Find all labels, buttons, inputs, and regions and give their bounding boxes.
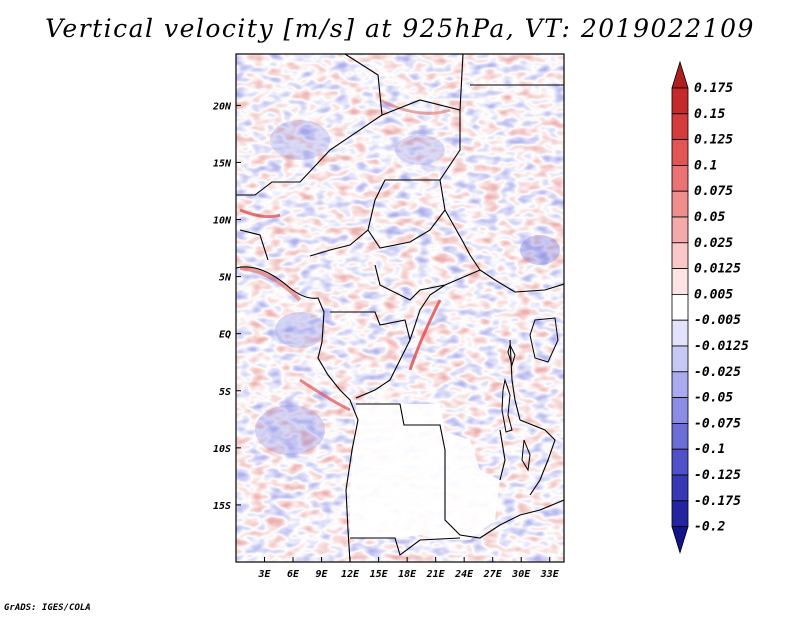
lat-tick-label: 5N xyxy=(219,273,232,284)
colorbar-swatch xyxy=(671,268,689,295)
lon-tick-label: 6E xyxy=(287,569,300,580)
colorbar-swatch xyxy=(671,293,689,321)
lon-tick-label: 21E xyxy=(426,569,446,580)
longitude-axis: 3E 6E 9E 12E 15E 18E 21E 24E 27E 30E 33E xyxy=(257,557,560,580)
colorbar-swatch xyxy=(671,474,689,502)
colorbar-swatch xyxy=(671,526,689,554)
colorbar-level-label: 0.005 xyxy=(694,287,733,302)
colorbar-swatch xyxy=(671,216,689,244)
colorbar-level-label: -0.2 xyxy=(694,520,725,535)
chart-title: Vertical velocity [m/s] at 925hPa, VT: 2… xyxy=(45,14,755,43)
colorbar-level-label: -0.125 xyxy=(694,468,741,483)
lon-tick-label: 30E xyxy=(511,569,531,580)
colorbar-swatch xyxy=(671,242,689,270)
lat-tick-label: 15S xyxy=(213,501,231,512)
colorbar-level-label: 0.1 xyxy=(694,158,717,173)
colorbar-swatch xyxy=(671,87,689,115)
colorbar-swatch xyxy=(671,113,689,141)
colorbar-level-label: -0.1 xyxy=(694,442,725,457)
lat-tick-label: EQ xyxy=(219,330,231,341)
lon-tick-label: 24E xyxy=(454,569,474,580)
colorbar-level-label: 0.05 xyxy=(694,210,725,225)
colorbar-level-label: -0.05 xyxy=(694,391,733,406)
plot-frame xyxy=(235,53,565,563)
colorbar-level-label: -0.005 xyxy=(694,313,741,328)
colorbar-swatch xyxy=(671,448,689,476)
grads-credit: GrADS: IGES/COLA xyxy=(4,603,91,613)
lon-tick-label: 27E xyxy=(483,569,503,580)
latitude-axis: 20N 15N 10N 5N EQ 5S 10S 15S xyxy=(212,101,241,512)
lat-tick-label: 10S xyxy=(213,444,231,455)
colorbar-level-label: 0.175 xyxy=(694,81,733,96)
colorbar-swatch xyxy=(671,422,689,450)
colorbar-level-label: 0.075 xyxy=(694,184,733,199)
colorbar-swatch xyxy=(671,139,689,166)
colorbar-swatch xyxy=(671,371,689,398)
colorbar-level-label: -0.0125 xyxy=(694,339,749,354)
lakes xyxy=(501,317,559,472)
colorbar-swatch xyxy=(671,164,689,192)
lon-tick-label: 15E xyxy=(370,569,389,580)
colorbar-level-label: -0.075 xyxy=(694,416,741,431)
lat-tick-label: 5S xyxy=(219,387,231,398)
vertical-velocity-field xyxy=(236,54,564,562)
colorbar-swatch xyxy=(671,397,689,424)
colorbar-level-label: 0.0125 xyxy=(694,262,741,277)
lon-tick-label: 33E xyxy=(540,569,560,580)
lon-tick-label: 12E xyxy=(341,569,360,580)
colorbar-level-label: 0.15 xyxy=(694,107,725,122)
lon-tick-label: 9E xyxy=(316,569,329,580)
colorbar-level-label: 0.125 xyxy=(694,133,733,148)
colorbar-level-label: -0.025 xyxy=(694,365,741,380)
colorbar-swatch xyxy=(671,500,689,527)
colorbar-level-label: 0.025 xyxy=(694,236,733,251)
colorbar-legend: 0.175 0.15 0.125 0.1 0.075 0.05 0.025 0.0125 0.0… xyxy=(671,60,749,554)
lon-tick-label: 3E xyxy=(257,569,271,580)
colorbar-swatch xyxy=(671,60,689,89)
lon-tick-label: 18E xyxy=(398,569,417,580)
colorbar-swatch xyxy=(671,345,689,373)
colorbar-level-label: -0.175 xyxy=(694,494,741,509)
lat-tick-label: 10N xyxy=(213,216,232,227)
colorbar-swatch xyxy=(671,190,689,218)
country-borders xyxy=(236,54,564,562)
lat-tick-label: 15N xyxy=(213,158,232,169)
colorbar-swatch xyxy=(671,319,689,347)
lat-tick-label: 20N xyxy=(212,101,232,112)
